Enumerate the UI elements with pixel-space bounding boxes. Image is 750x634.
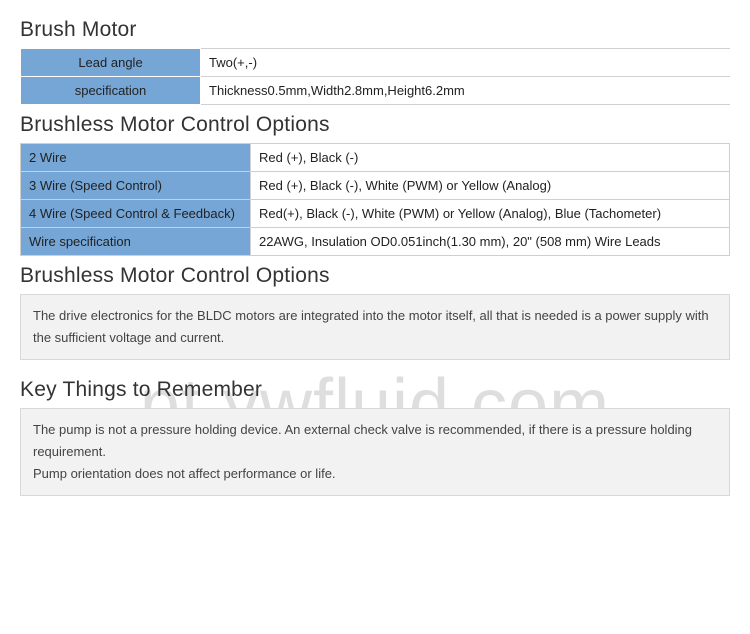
- section4-note: The pump is not a pressure holding devic…: [20, 408, 730, 496]
- section3-title: Brushless Motor Control Options: [20, 264, 730, 288]
- section4-title: Key Things to Remember: [20, 378, 730, 402]
- row-value: Red (+), Black (-), White (PWM) or Yello…: [251, 172, 730, 200]
- table-row: Wire specification 22AWG, Insulation OD0…: [21, 228, 730, 256]
- section1-title: Brush Motor: [20, 18, 730, 42]
- row-label: specification: [21, 77, 201, 105]
- row-value: Red (+), Black (-): [251, 144, 730, 172]
- row-label: 3 Wire (Speed Control): [21, 172, 251, 200]
- row-value: Red(+), Black (-), White (PWM) or Yellow…: [251, 200, 730, 228]
- table-row: 3 Wire (Speed Control) Red (+), Black (-…: [21, 172, 730, 200]
- table-row: specification Thickness0.5mm,Width2.8mm,…: [21, 77, 731, 105]
- row-label: Wire specification: [21, 228, 251, 256]
- section3-note: The drive electronics for the BLDC motor…: [20, 294, 730, 360]
- row-label: 4 Wire (Speed Control & Feedback): [21, 200, 251, 228]
- table-row: 2 Wire Red (+), Black (-): [21, 144, 730, 172]
- row-label: Lead angle: [21, 49, 201, 77]
- brushless-options-table: 2 Wire Red (+), Black (-) 3 Wire (Speed …: [20, 143, 730, 256]
- table-row: 4 Wire (Speed Control & Feedback) Red(+)…: [21, 200, 730, 228]
- row-value: 22AWG, Insulation OD0.051inch(1.30 mm), …: [251, 228, 730, 256]
- table-row: Lead angle Two(+,-): [21, 49, 731, 77]
- row-label: 2 Wire: [21, 144, 251, 172]
- section2-title: Brushless Motor Control Options: [20, 113, 730, 137]
- row-value: Thickness0.5mm,Width2.8mm,Height6.2mm: [201, 77, 731, 105]
- row-value: Two(+,-): [201, 49, 731, 77]
- brush-motor-table: Lead angle Two(+,-) specification Thickn…: [20, 48, 730, 105]
